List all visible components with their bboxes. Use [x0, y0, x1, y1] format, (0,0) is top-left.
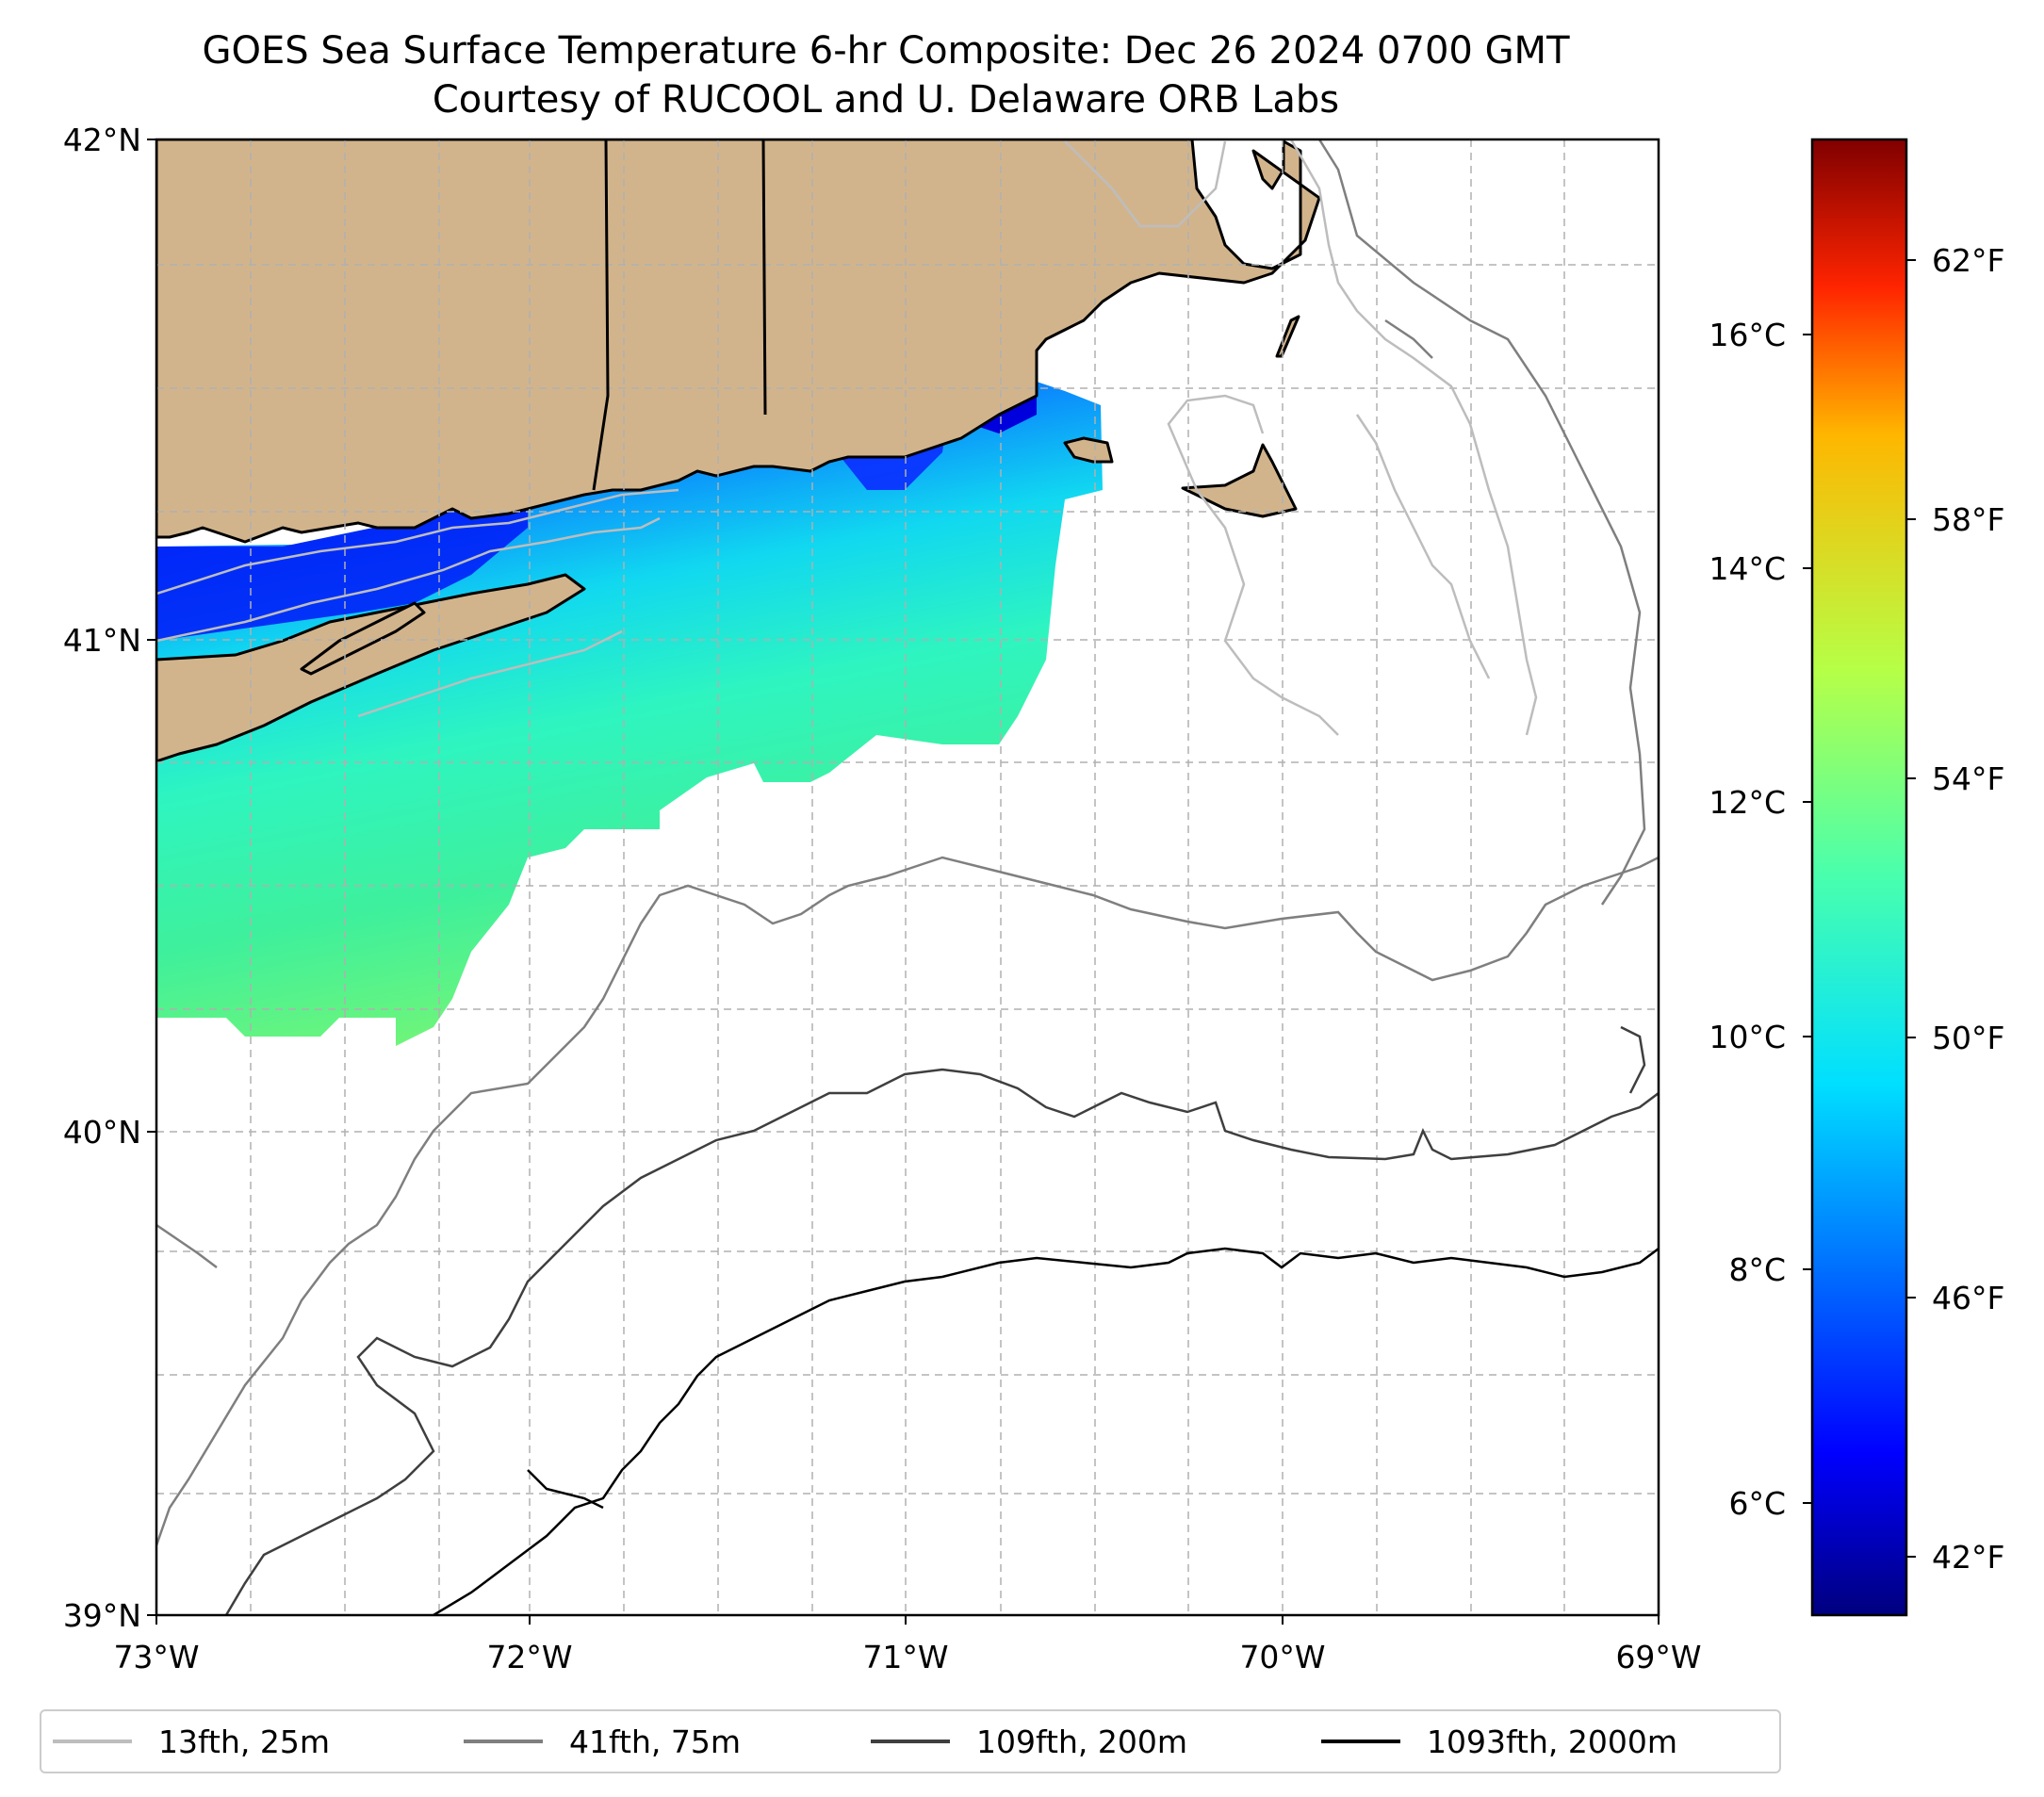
celsius-label: 12°C: [1709, 784, 1786, 821]
lat-label: 42°N: [63, 122, 141, 158]
legend-line-25m: [53, 1740, 132, 1743]
celsius-label: 6°C: [1728, 1485, 1786, 1522]
fahrenheit-label: 46°F: [1932, 1280, 2004, 1316]
lon-label: 73°W: [113, 1639, 199, 1675]
map-frame: [155, 138, 1660, 1617]
legend-item: 13fth, 25m: [53, 1711, 330, 1772]
fahrenheit-label: 50°F: [1932, 1020, 2004, 1056]
legend-item: 109fth, 200m: [871, 1711, 1187, 1772]
bathy-75m-contour: [156, 139, 1659, 1546]
contour-legend: 13fth, 25m 41fth, 75m 109fth, 200m 1093f…: [40, 1709, 1781, 1773]
bathy-25m-contour: [156, 139, 1538, 736]
bathy-200m-contour: [224, 1025, 1659, 1615]
colorbar-fahrenheit-labels: 62°F 58°F 54°F 50°F 46°F 42°F: [1932, 242, 2004, 1576]
fahrenheit-label: 62°F: [1932, 242, 2004, 279]
lon-label: 69°W: [1615, 1639, 1701, 1675]
legend-item: 1093fth, 2000m: [1321, 1711, 1677, 1772]
legend-label: 109fth, 200m: [976, 1723, 1187, 1760]
legend-label: 41fth, 75m: [569, 1723, 741, 1760]
celsius-label: 10°C: [1709, 1019, 1786, 1055]
fahrenheit-label: 42°F: [1932, 1539, 2004, 1576]
colorbar-ticks: [1803, 259, 1916, 1558]
fahrenheit-label: 58°F: [1932, 501, 2004, 538]
map-title: GOES Sea Surface Temperature 6-hr Compos…: [202, 29, 1570, 73]
lon-labels: 73°W 72°W 71°W 70°W 69°W: [113, 1639, 1701, 1675]
legend-label: 1093fth, 2000m: [1427, 1723, 1677, 1760]
celsius-label: 16°C: [1709, 317, 1786, 353]
lon-label: 70°W: [1239, 1639, 1325, 1675]
legend-line-75m: [464, 1740, 543, 1743]
lon-label: 72°W: [486, 1639, 572, 1675]
lat-label: 40°N: [63, 1114, 141, 1151]
legend-line-200m: [871, 1740, 950, 1743]
legend-line-2000m: [1321, 1740, 1400, 1743]
land-masses: [156, 139, 1321, 763]
bathy-2000m-contour: [433, 1247, 1659, 1615]
axis-ticks: [147, 139, 1660, 1625]
lat-label: 39°N: [63, 1597, 141, 1634]
celsius-label: 14°C: [1709, 550, 1786, 587]
lat-label: 41°N: [63, 622, 141, 659]
colorbar: [1810, 138, 1908, 1617]
lat-labels: 42°N 41°N 40°N 39°N: [63, 122, 141, 1634]
celsius-label: 8°C: [1728, 1251, 1786, 1288]
state-boundaries: [592, 139, 767, 491]
legend-item: 41fth, 75m: [464, 1711, 741, 1772]
fahrenheit-label: 54°F: [1932, 760, 2004, 797]
gridlines: [156, 139, 1659, 1615]
legend-label: 13fth, 25m: [158, 1723, 330, 1760]
map-subtitle: Courtesy of RUCOOL and U. Delaware ORB L…: [432, 78, 1340, 122]
lon-label: 71°W: [862, 1639, 948, 1675]
colorbar-celsius-labels: 16°C 14°C 12°C 10°C 8°C 6°C: [1709, 317, 1786, 1522]
